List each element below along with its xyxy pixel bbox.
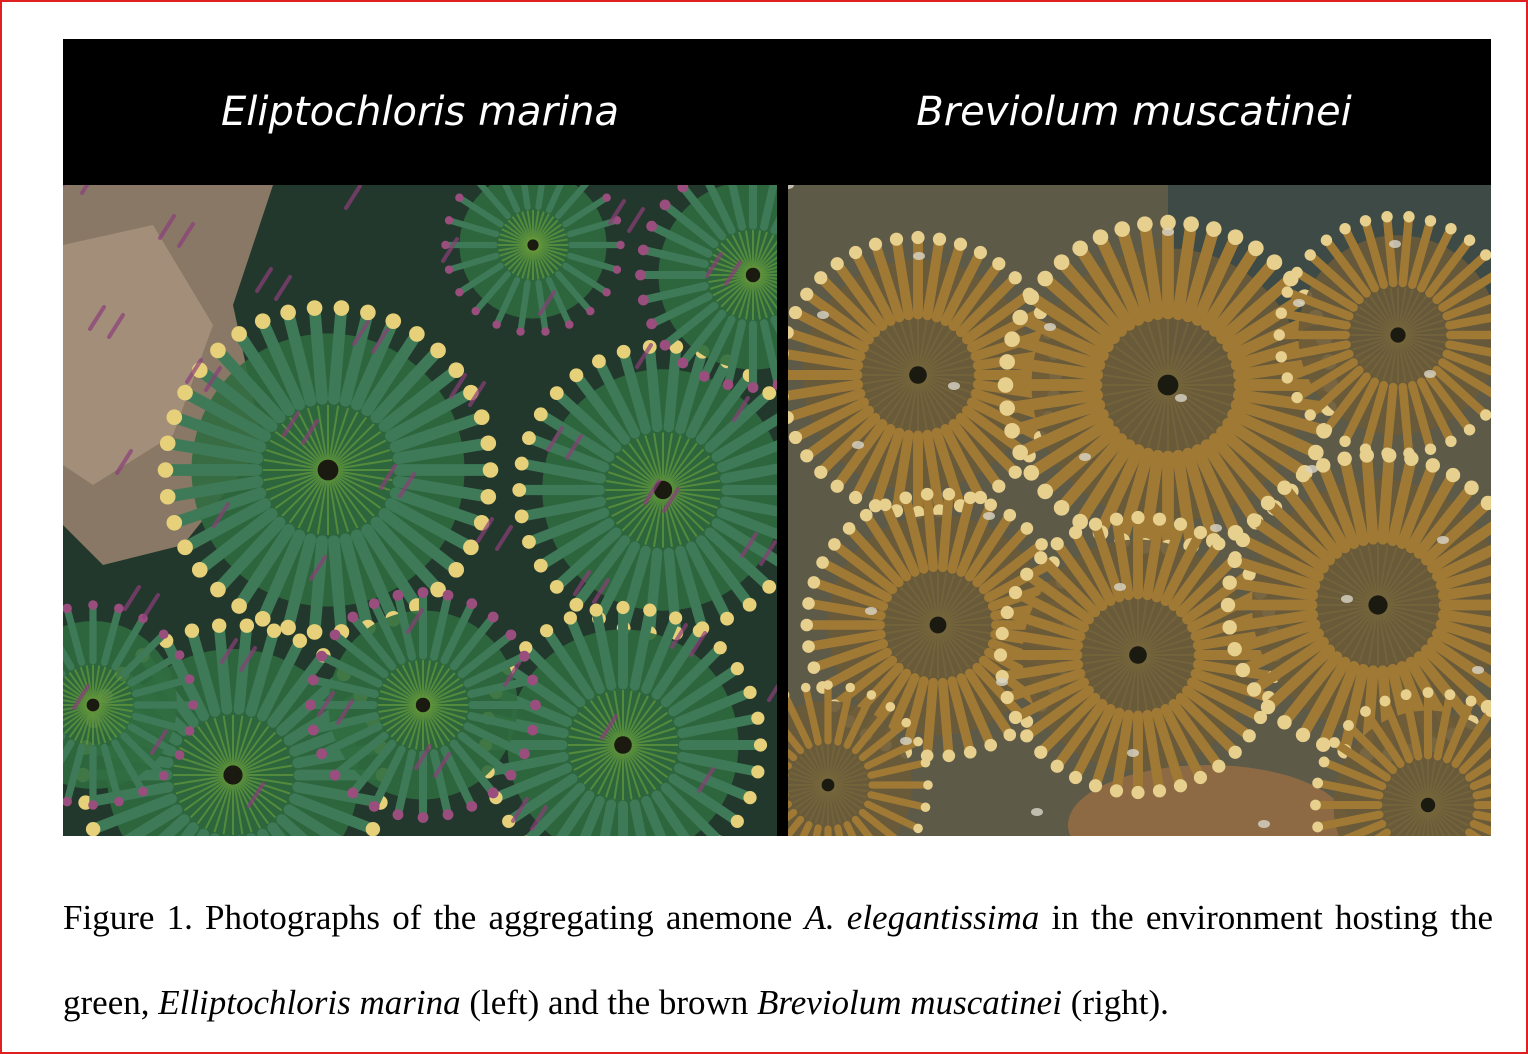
figure-caption: Figure 1. Photographs of the aggregating… bbox=[63, 875, 1493, 1045]
caption-species-brown: Breviolum muscatinei bbox=[757, 983, 1062, 1022]
caption-text-3: (left) and the brown bbox=[460, 983, 758, 1022]
brown-anemone-illustration bbox=[788, 185, 1491, 836]
brown-anemone-photo bbox=[788, 185, 1491, 836]
green-anemone-photo bbox=[63, 185, 777, 836]
caption-species-host: A. elegantissima bbox=[804, 898, 1040, 937]
green-anemone-illustration bbox=[63, 185, 777, 836]
caption-text-4: (right). bbox=[1061, 983, 1169, 1022]
panel-title-right: Breviolum muscatinei bbox=[916, 89, 1352, 135]
figure-1: Eliptochloris marina Breviolum muscatine… bbox=[63, 39, 1491, 836]
caption-species-green: Elliptochloris marina bbox=[158, 983, 461, 1022]
caption-text-2: in the environment hosting the green, bbox=[63, 898, 1493, 1022]
panel-title-left: Eliptochloris marina bbox=[221, 89, 619, 135]
caption-text-1: Figure 1. Photographs of the aggregating… bbox=[63, 898, 805, 937]
